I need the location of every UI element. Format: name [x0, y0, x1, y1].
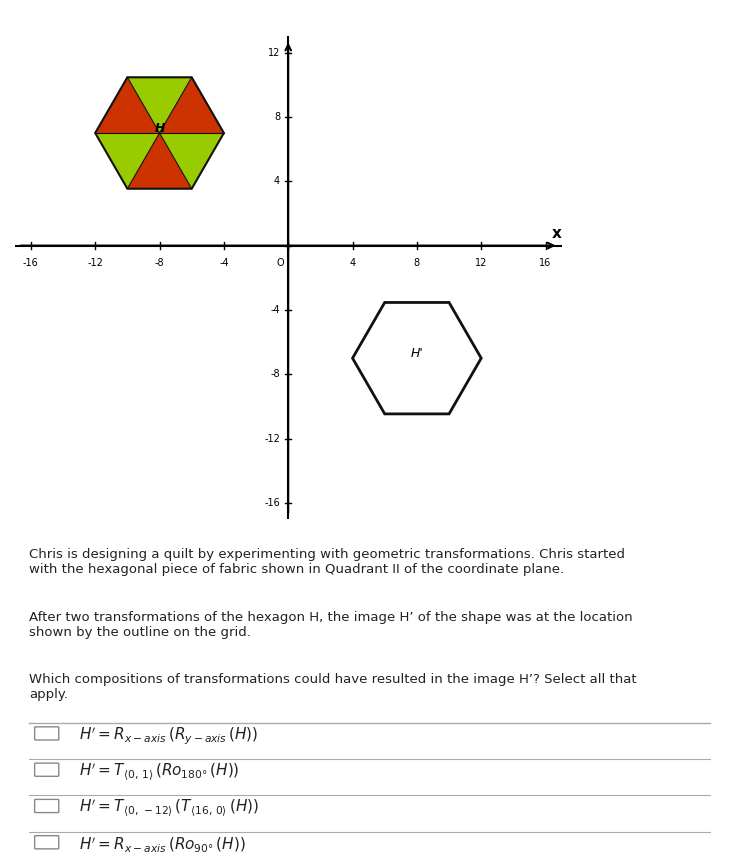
- Polygon shape: [95, 77, 160, 133]
- FancyBboxPatch shape: [35, 727, 59, 740]
- Text: x: x: [552, 226, 562, 240]
- FancyBboxPatch shape: [0, 439, 739, 868]
- Text: After two transformations of the hexagon H, the image H’ of the shape was at the: After two transformations of the hexagon…: [29, 611, 633, 639]
- Text: 8: 8: [274, 112, 280, 122]
- Text: 12: 12: [268, 48, 280, 57]
- Text: -8: -8: [270, 369, 280, 379]
- Text: Which compositions of transformations could have resulted in the image H’? Selec: Which compositions of transformations co…: [29, 674, 636, 701]
- Text: $H' = R_{x-axis}\,(Ro_{90°}\,(H))$: $H' = R_{x-axis}\,(Ro_{90°}\,(H))$: [78, 835, 245, 854]
- Text: -12: -12: [265, 434, 280, 444]
- Text: Chris is designing a quilt by experimenting with geometric transformations. Chri: Chris is designing a quilt by experiment…: [29, 548, 625, 576]
- Text: -4: -4: [270, 305, 280, 315]
- Text: O: O: [276, 259, 284, 268]
- Text: 4: 4: [350, 259, 355, 268]
- Polygon shape: [127, 77, 191, 133]
- Text: -16: -16: [265, 498, 280, 508]
- Text: H: H: [154, 122, 165, 135]
- Text: 8: 8: [414, 259, 420, 268]
- FancyBboxPatch shape: [35, 836, 59, 849]
- Text: -12: -12: [87, 259, 103, 268]
- Text: -16: -16: [23, 259, 38, 268]
- Text: 16: 16: [539, 259, 552, 268]
- Polygon shape: [127, 133, 191, 188]
- Polygon shape: [95, 133, 160, 188]
- FancyBboxPatch shape: [35, 763, 59, 776]
- Text: $H' = R_{x-axis}\,(R_{y-axis}\,(H))$: $H' = R_{x-axis}\,(R_{y-axis}\,(H))$: [78, 726, 258, 746]
- FancyBboxPatch shape: [35, 799, 59, 812]
- Text: H': H': [410, 347, 423, 360]
- Polygon shape: [160, 133, 224, 188]
- Text: -4: -4: [219, 259, 228, 268]
- Text: 12: 12: [475, 259, 488, 268]
- Polygon shape: [160, 77, 224, 133]
- Text: $H' = T_{\langle 0,\,1\rangle}\,(Ro_{180°}\,(H))$: $H' = T_{\langle 0,\,1\rangle}\,(Ro_{180…: [78, 761, 239, 783]
- Text: 4: 4: [274, 176, 280, 187]
- Text: $H' = T_{\langle 0,\,-12\rangle}\,(T_{\langle 16,\,0\rangle}\,(H))$: $H' = T_{\langle 0,\,-12\rangle}\,(T_{\l…: [78, 798, 259, 819]
- Text: -8: -8: [154, 259, 164, 268]
